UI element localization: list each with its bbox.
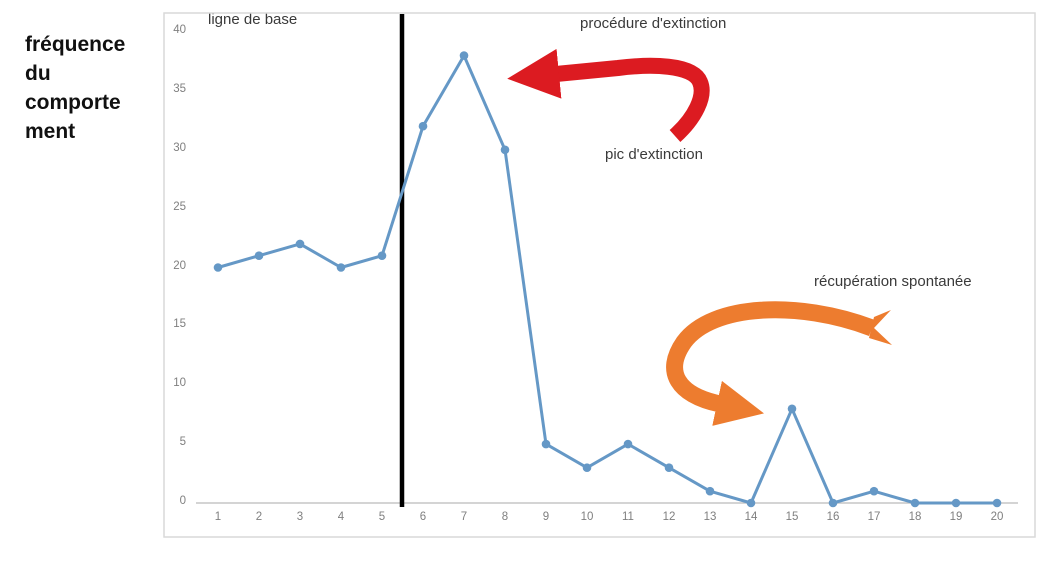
x-tick-label: 5 [378,511,386,523]
data-point-13 [705,486,715,496]
y-tick-label: 40 [173,24,186,36]
extinction-peak-label: pic d'extinction [605,146,703,163]
y-tick-label: 15 [173,318,186,330]
spontaneous-recovery-label: récupération spontanée [814,273,972,290]
data-point-8 [500,145,510,155]
data-point-15 [787,404,797,414]
x-tick-label: 17 [867,511,881,523]
baseline-phase-label: ligne de base [208,11,298,28]
data-point-14 [746,498,756,508]
x-tick-label: 9 [542,511,550,523]
data-point-17 [869,486,879,496]
x-tick-label: 8 [501,511,509,523]
data-point-11 [623,439,633,449]
x-tick-label: 4 [337,511,345,523]
data-point-19 [951,498,961,508]
y-tick-label: 30 [173,142,186,154]
data-point-3 [295,239,305,249]
data-point-9 [541,439,551,449]
y-tick-label: 35 [173,83,186,95]
y-tick-label: 5 [179,436,186,448]
data-point-1 [213,263,223,272]
y-tick-label: 20 [173,260,186,272]
x-tick-label: 7 [460,511,468,523]
x-tick-label: 6 [419,511,427,523]
x-tick-label: 18 [908,511,922,523]
data-point-4 [336,263,346,272]
x-tick-label: 10 [580,511,594,523]
data-point-20 [992,498,1002,508]
x-tick-label: 11 [622,511,634,523]
x-tick-label: 19 [949,511,963,523]
data-point-12 [664,463,674,473]
x-tick-label: 2 [255,511,263,523]
y-tick-label: 0 [179,495,186,507]
data-point-18 [910,498,920,508]
x-tick-label: 1 [214,511,222,523]
data-point-16 [828,498,838,508]
series-line [217,54,997,505]
x-tick-label: 20 [990,511,1004,523]
x-tick-label: 15 [785,511,799,523]
data-point-5 [377,251,387,260]
data-point-7 [459,51,469,60]
x-tick-label: 3 [296,511,304,523]
extinction-peak-arrow [507,48,710,142]
data-point-10 [582,463,592,473]
frequency-line-series [213,51,1002,508]
data-point-2 [254,251,264,260]
x-tick-label: 12 [662,511,676,523]
spontaneous-recovery-arrow [666,301,892,426]
extinction-procedure-phase-label: procédure d'extinction [580,15,727,32]
x-tick-label: 14 [744,511,758,523]
chart-border [163,12,1036,538]
x-tick-label: 13 [703,511,717,523]
y-tick-label: 25 [173,201,186,213]
x-tick-label: 16 [826,511,840,523]
arrow-tail-notch [869,310,892,345]
y-tick-label: 10 [173,377,186,389]
y-axis-title: fréquence du comporte ment [25,33,126,143]
data-point-6 [418,121,428,131]
